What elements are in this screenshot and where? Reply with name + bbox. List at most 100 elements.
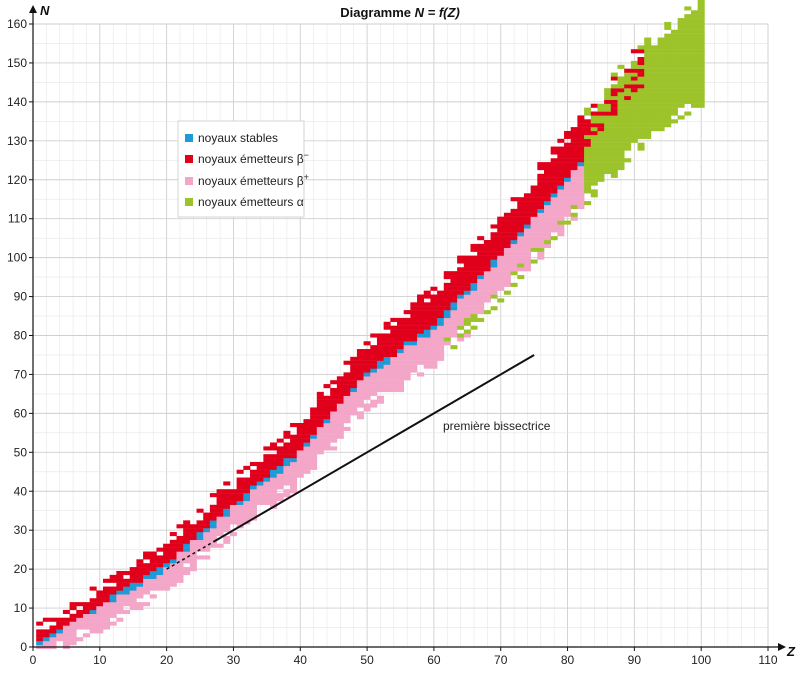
nuclide-cell bbox=[56, 629, 64, 634]
nuclide-cell bbox=[236, 481, 244, 486]
y-tick-label: 130 bbox=[7, 134, 27, 148]
nuclide-cell bbox=[523, 263, 531, 268]
nuclide-cell bbox=[410, 313, 418, 319]
nuclide-cell bbox=[249, 461, 258, 467]
nuclide-cell bbox=[457, 321, 465, 326]
nuclide-cell bbox=[143, 574, 151, 579]
nuclide-cell bbox=[290, 454, 298, 459]
nuclide-cell bbox=[690, 95, 699, 101]
nuclide-cell bbox=[136, 594, 144, 599]
nuclide-cell bbox=[624, 134, 632, 139]
nuclide-cell bbox=[557, 228, 565, 233]
nuclide-cell bbox=[303, 461, 311, 467]
nuclide-cell bbox=[697, 103, 705, 108]
nuclide-cell bbox=[550, 169, 558, 175]
nuclide-cell bbox=[437, 341, 445, 346]
nuclide-cell bbox=[457, 313, 465, 319]
nuclide-cell bbox=[664, 99, 672, 104]
nuclide-cell bbox=[450, 275, 458, 280]
nuclide-cell bbox=[249, 477, 258, 482]
nuclide-cell bbox=[550, 181, 558, 186]
nuclide-cell bbox=[383, 333, 391, 338]
nuclide-cell bbox=[49, 625, 57, 630]
nuclide-cell bbox=[383, 364, 391, 369]
nuclide-cell bbox=[557, 197, 565, 202]
nuclide-cell bbox=[617, 138, 625, 143]
nuclide-cell bbox=[657, 99, 665, 104]
nuclide-cell bbox=[76, 602, 84, 607]
nuclide-cell bbox=[650, 99, 658, 104]
nuclide-cell bbox=[690, 10, 699, 15]
nuclide-cell bbox=[410, 364, 418, 369]
nuclide-cell bbox=[303, 442, 311, 447]
nuclide-cell bbox=[677, 49, 685, 54]
nuclide-cell bbox=[42, 637, 50, 642]
nuclide-cell bbox=[370, 384, 378, 389]
nuclide-cell bbox=[577, 127, 585, 132]
nuclide-cell bbox=[657, 45, 665, 50]
nuclide-cell bbox=[290, 481, 298, 486]
nuclide-cell bbox=[550, 193, 558, 198]
nuclide-cell bbox=[604, 111, 612, 116]
nuclide-cell bbox=[223, 493, 231, 498]
nuclide-cell bbox=[356, 391, 364, 396]
nuclide-cell bbox=[664, 107, 672, 112]
nuclide-cell bbox=[610, 119, 618, 124]
nuclide-cell bbox=[637, 68, 645, 73]
nuclide-cell bbox=[283, 454, 291, 459]
nuclide-cell bbox=[82, 602, 90, 607]
nuclide-cell bbox=[383, 356, 391, 361]
nuclide-cell bbox=[650, 76, 658, 81]
nuclide-cell bbox=[523, 220, 531, 225]
nuclide-cell bbox=[109, 609, 117, 615]
nuclide-cell bbox=[550, 177, 558, 182]
nuclide-cell bbox=[697, 92, 705, 97]
nuclide-cell bbox=[109, 598, 117, 603]
nuclide-cell bbox=[664, 76, 672, 81]
nuclide-cell bbox=[457, 325, 465, 330]
nuclide-cell bbox=[96, 617, 104, 622]
nuclide-cell bbox=[690, 64, 699, 69]
nuclide-cell bbox=[89, 621, 97, 626]
nuclide-cell bbox=[457, 294, 465, 299]
nuclide-cell bbox=[156, 578, 164, 583]
nuclide-cell bbox=[109, 594, 117, 599]
nuclide-cell bbox=[597, 154, 605, 159]
nuclide-cell bbox=[617, 119, 625, 124]
nuclide-cell bbox=[664, 45, 672, 50]
nuclide-cell bbox=[96, 602, 104, 607]
nuclide-cell bbox=[697, 45, 705, 50]
nuclide-cell bbox=[564, 185, 572, 190]
nuclide-cell bbox=[677, 41, 685, 46]
nuclide-cell bbox=[570, 216, 578, 221]
nuclide-cell bbox=[356, 372, 364, 377]
nuclide-cell bbox=[624, 103, 632, 108]
nuclide-cell bbox=[350, 403, 358, 408]
reference-line bbox=[212, 354, 535, 543]
nuclide-cell bbox=[463, 306, 471, 311]
nuclide-cell bbox=[443, 321, 451, 326]
nuclide-cell bbox=[523, 204, 531, 210]
nuclide-cell bbox=[410, 349, 418, 354]
nuclide-cell bbox=[550, 150, 558, 155]
nuclide-cell bbox=[323, 407, 331, 412]
nuclide-cell bbox=[343, 360, 351, 365]
nuclide-cell bbox=[376, 349, 384, 354]
nuclide-cell bbox=[670, 60, 678, 65]
nuclide-cell bbox=[550, 216, 558, 221]
nuclide-cell bbox=[350, 411, 358, 416]
nuclide-cell bbox=[450, 290, 458, 295]
nuclide-cell bbox=[557, 189, 565, 194]
nuclide-cell bbox=[677, 99, 685, 104]
nuclide-cell bbox=[497, 298, 505, 303]
nuclide-cell bbox=[303, 434, 311, 439]
y-axis-arrow bbox=[29, 5, 37, 13]
nuclide-cell bbox=[577, 115, 585, 120]
nuclide-cell bbox=[644, 45, 652, 50]
nuclide-cell bbox=[677, 103, 685, 108]
nuclide-cell bbox=[664, 115, 672, 120]
nuclide-cell bbox=[216, 543, 224, 548]
nuclide-cell bbox=[437, 352, 445, 358]
nuclide-cell bbox=[517, 275, 525, 280]
nuclide-cell bbox=[276, 454, 284, 459]
